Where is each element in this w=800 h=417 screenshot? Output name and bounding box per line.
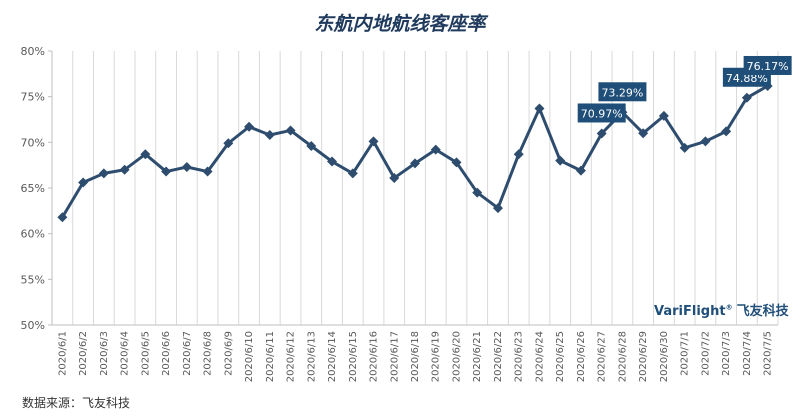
x-tick-label: 2020/6/22 (493, 331, 504, 382)
chart-title: 东航内地航线客座率 (314, 13, 486, 35)
x-tick-label: 2020/6/17 (389, 331, 400, 382)
x-tick-label: 2020/6/13 (306, 331, 317, 382)
y-tick-label: 60% (21, 228, 45, 241)
data-point (306, 140, 317, 151)
x-tick-label: 2020/6/25 (555, 331, 566, 382)
data-point (596, 128, 607, 139)
data-point (161, 166, 172, 177)
x-tick-label: 2020/6/20 (451, 331, 462, 382)
data-label-box (577, 103, 626, 123)
data-point (223, 138, 234, 149)
x-tick-label: 2020/7/3 (721, 331, 732, 376)
x-tick-label: 2020/6/8 (203, 331, 214, 376)
data-point (658, 110, 669, 121)
data-point (721, 126, 732, 137)
data-point (244, 121, 255, 132)
logo-cn-text: 飞友科技 (736, 304, 789, 319)
data-point (492, 203, 503, 214)
data-point (119, 164, 130, 175)
data-point (347, 168, 358, 179)
data-point (327, 156, 338, 167)
data-point (575, 165, 586, 176)
data-source: 数据来源：飞友科技 (22, 396, 131, 410)
x-tick-label: 2020/6/6 (161, 331, 172, 376)
data-point (472, 187, 483, 198)
x-tick-label: 2020/6/3 (99, 331, 110, 376)
data-point (368, 136, 379, 147)
logo-reg-mark: ® (725, 303, 733, 312)
x-tick-label: 2020/6/23 (514, 331, 525, 382)
data-point (78, 177, 89, 188)
data-point (181, 161, 192, 172)
x-tick-label: 2020/6/24 (534, 331, 545, 382)
x-tick-label: 2020/6/15 (348, 331, 359, 382)
data-label-box (743, 55, 792, 75)
x-tick-label: 2020/6/2 (78, 331, 89, 376)
x-tick-label: 2020/7/4 (742, 331, 753, 376)
data-label-box (598, 82, 647, 102)
x-tick-label: 2020/6/9 (223, 331, 234, 376)
data-point (534, 103, 545, 114)
data-point (451, 157, 462, 168)
series-line (61, 84, 769, 218)
y-tick-label: 65% (21, 182, 45, 195)
y-tick-label: 75% (21, 91, 45, 104)
data-point (430, 144, 441, 155)
x-tick-label: 2020/6/11 (265, 331, 276, 382)
x-tick-label: 2020/7/2 (700, 331, 711, 376)
x-tick-label: 2020/6/5 (140, 331, 151, 376)
x-tick-label: 2020/7/1 (680, 331, 691, 376)
y-tick-label: 50% (21, 319, 45, 332)
data-point (741, 92, 752, 103)
x-tick-label: 2020/6/1 (57, 331, 68, 376)
data-point (98, 168, 109, 179)
x-tick-label: 2020/6/4 (120, 331, 131, 376)
x-tick-label: 2020/6/12 (286, 331, 297, 382)
data-point (555, 155, 566, 166)
data-point (285, 125, 296, 136)
x-tick-label: 2020/6/28 (617, 331, 628, 382)
data-point (700, 136, 711, 147)
y-tick-label: 80% (21, 45, 45, 58)
data-point (140, 149, 151, 160)
x-tick-label: 2020/6/27 (597, 331, 608, 382)
variflight-logo: VariFlight® 飞友科技 (654, 300, 789, 319)
y-tick-label: 70% (21, 136, 45, 149)
data-point (202, 166, 213, 177)
x-tick-label: 2020/6/16 (369, 331, 380, 382)
data-point (410, 158, 420, 169)
y-tick-label: 55% (21, 273, 45, 286)
data-point (679, 142, 690, 153)
x-tick-label: 2020/6/7 (182, 331, 193, 376)
data-point (389, 172, 400, 183)
x-tick-label: 2020/7/5 (763, 331, 774, 376)
data-point (264, 130, 275, 141)
x-tick-label: 2020/6/19 (431, 331, 442, 382)
x-tick-label: 2020/6/30 (659, 331, 670, 382)
data-label: 76.17% (747, 60, 789, 73)
data-point (513, 149, 524, 160)
logo-brand: VariFlight (654, 304, 726, 319)
x-tick-label: 2020/6/18 (410, 331, 421, 382)
x-tick-label: 2020/6/10 (244, 331, 255, 382)
x-tick-label: 2020/6/21 (472, 331, 483, 382)
data-label: 73.29% (601, 86, 643, 99)
data-point (638, 128, 649, 139)
x-tick-label: 2020/6/14 (327, 331, 338, 382)
data-point (57, 212, 68, 223)
x-tick-label: 2020/6/29 (638, 331, 649, 382)
data-label: 74.88% (726, 72, 768, 85)
x-tick-label: 2020/6/26 (576, 331, 587, 382)
data-label: 70.97% (581, 107, 623, 120)
